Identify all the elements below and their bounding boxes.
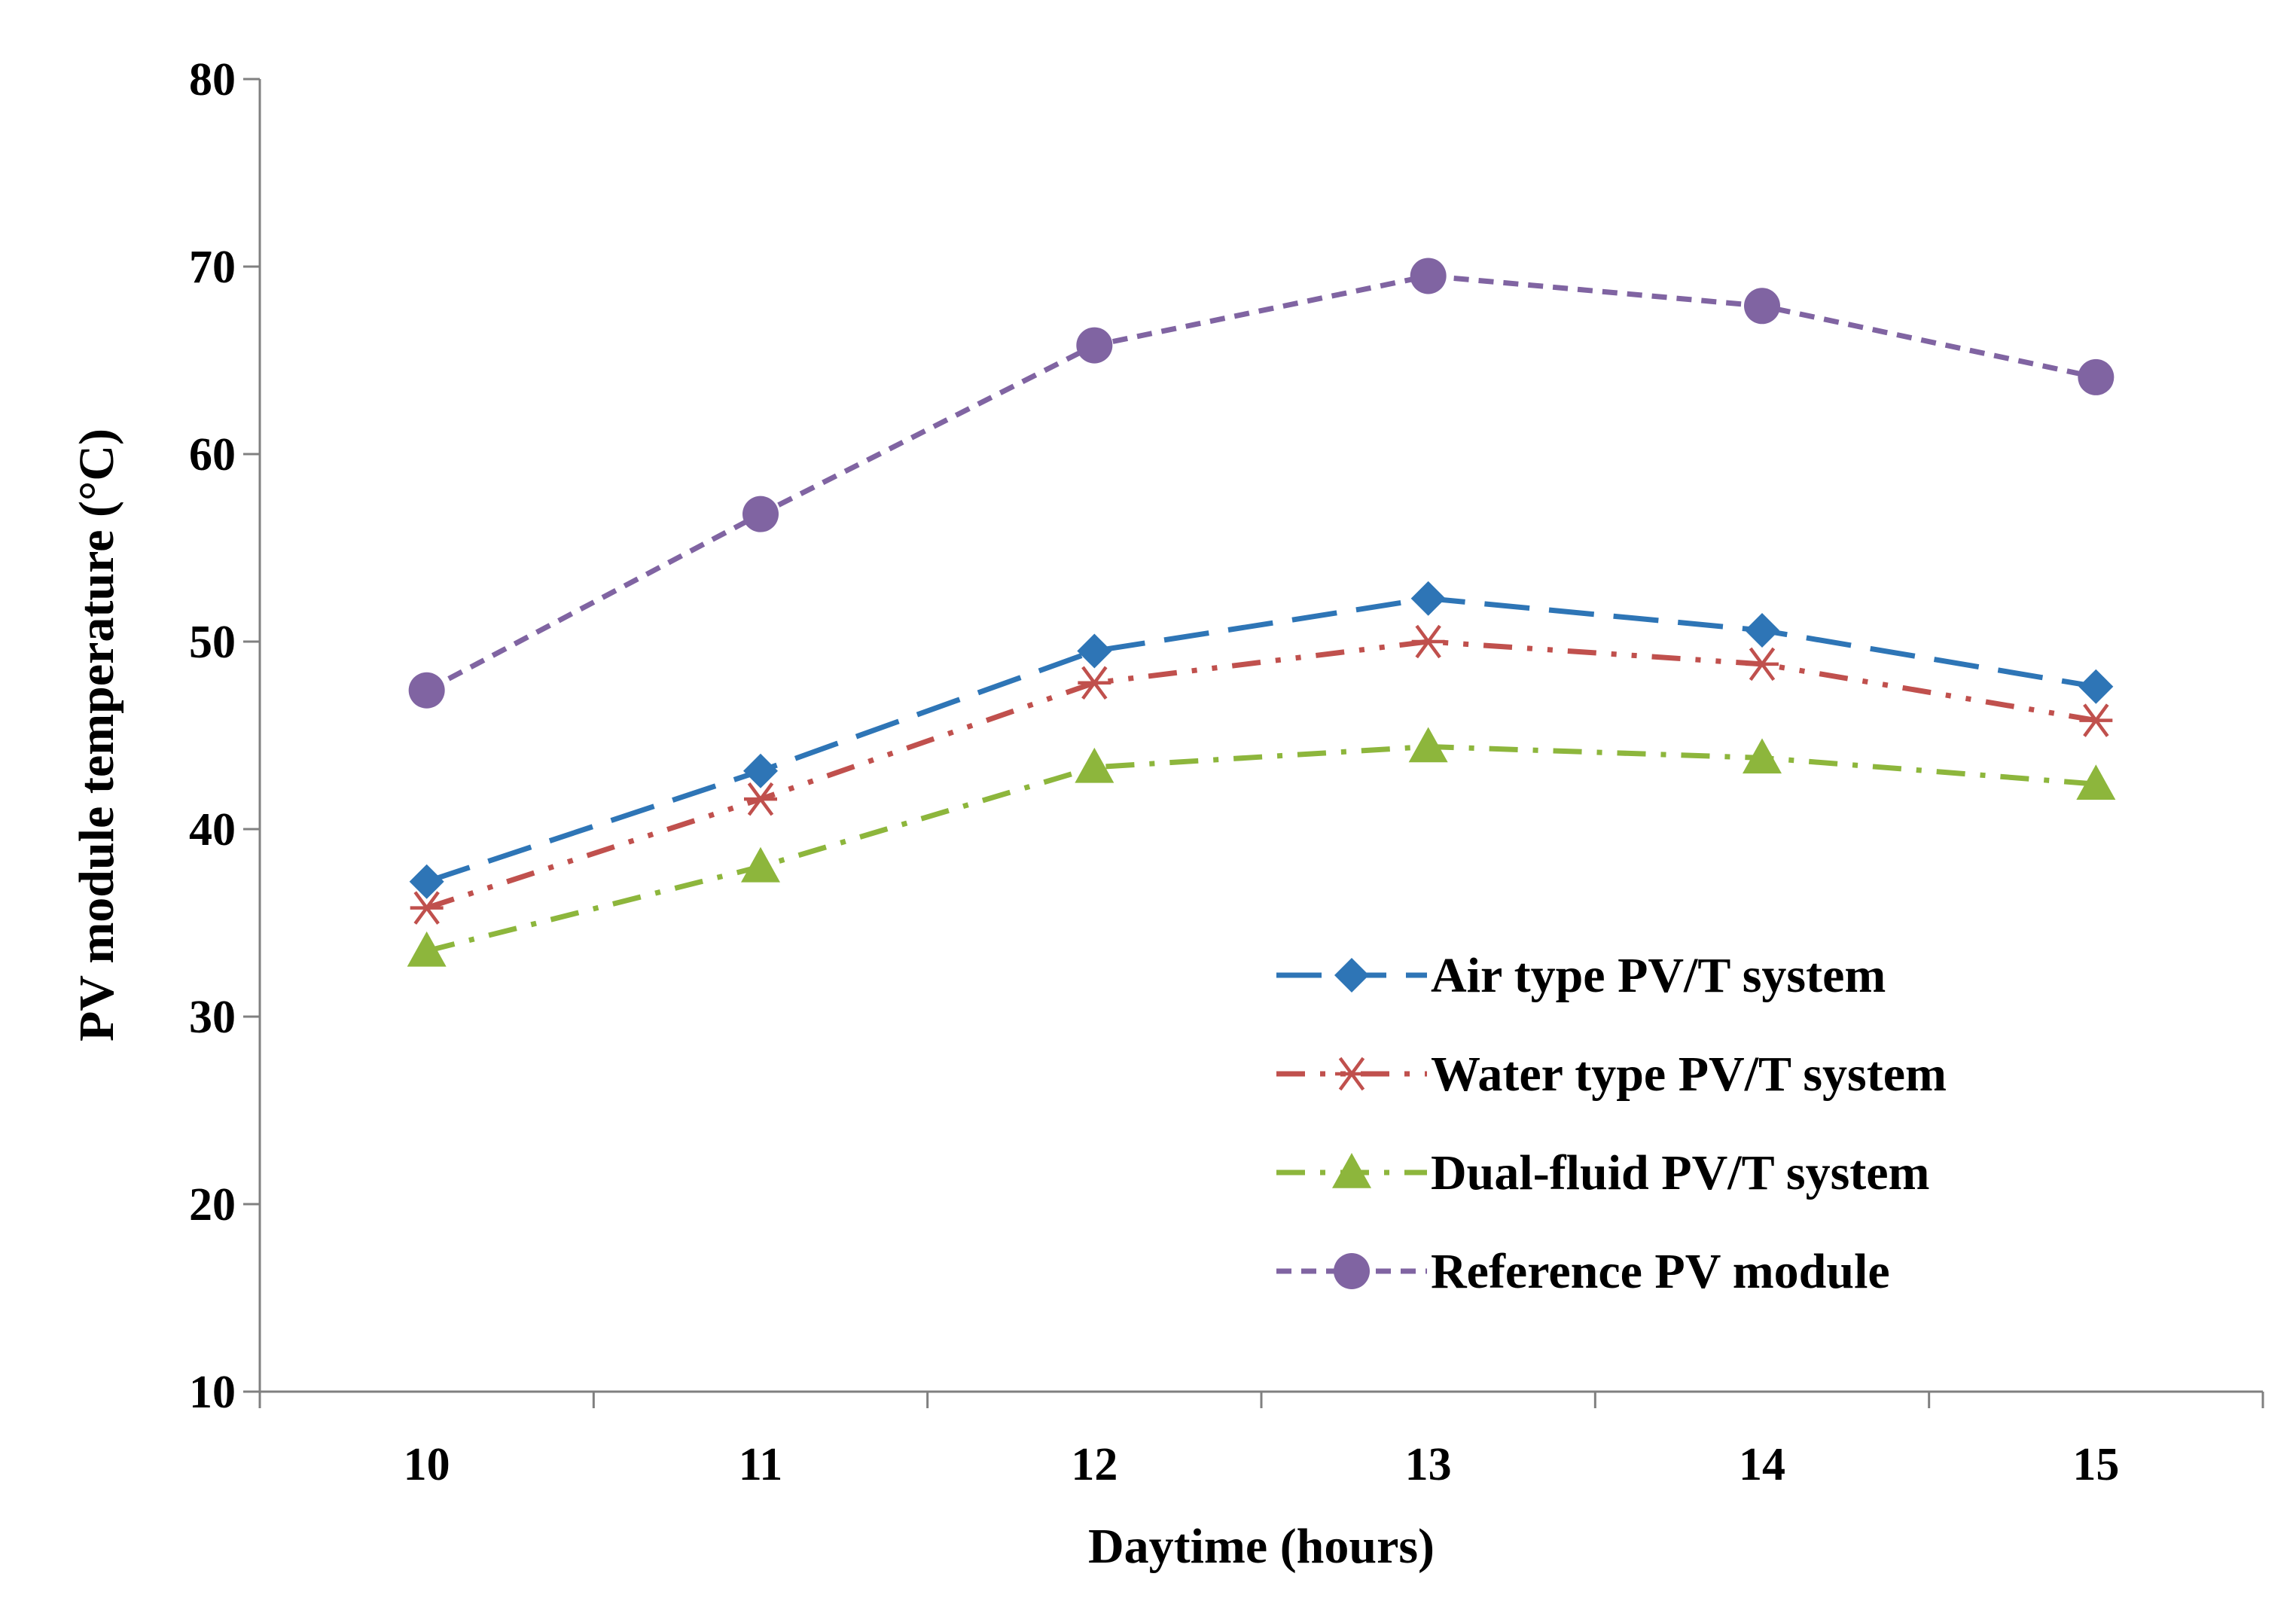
series-2 (410, 624, 2113, 925)
series-line (425, 596, 2096, 885)
legend-label: Air type PV/T system (1431, 948, 1886, 1003)
y-tick-label: 10 (189, 1367, 236, 1418)
data-point (1077, 633, 1112, 669)
legend-label: Water type PV/T system (1431, 1047, 1947, 1102)
data-point (2078, 669, 2114, 704)
y-axis-title: PV module temperature (°C) (69, 428, 124, 1041)
y-tick-label: 40 (189, 804, 236, 855)
legend: Air type PV/T system Water type PV/T syst… (1276, 948, 1947, 1299)
axes (258, 79, 2263, 1393)
x-tick-label: 10 (404, 1439, 450, 1490)
x-axis-title: Daytime (hours) (1088, 1519, 1435, 1574)
data-point (1408, 727, 1448, 763)
data-point (1745, 613, 1779, 648)
data-point (407, 931, 447, 967)
legend-label: Reference PV module (1431, 1244, 1890, 1299)
series-line (425, 743, 2096, 954)
data-point (408, 672, 445, 709)
y-tick-label: 80 (189, 54, 236, 105)
data-point (409, 864, 444, 899)
y-tick-label: 20 (189, 1179, 236, 1230)
x-tick-label: 14 (1739, 1439, 1785, 1490)
y-tick-label: 50 (189, 617, 236, 668)
data-point (1410, 258, 1447, 294)
y-tick-label: 70 (189, 242, 236, 293)
series (407, 258, 2116, 967)
x-tick-label: 13 (1405, 1439, 1452, 1490)
data-point (2076, 764, 2116, 800)
data-point (1746, 647, 1779, 682)
legend-item: Air type PV/T system (1276, 948, 1886, 1003)
x-tick-label: 12 (1071, 1439, 1118, 1490)
data-point (2079, 703, 2113, 737)
data-point (1410, 581, 1446, 616)
y-tick-label: 60 (189, 429, 236, 480)
series-3 (407, 727, 2116, 967)
data-point (743, 753, 778, 788)
data-point (1743, 738, 1782, 774)
data-point (742, 496, 779, 532)
legend-marker (1335, 1057, 1368, 1091)
y-tick-label: 30 (189, 992, 236, 1043)
legend-label: Dual-fluid PV/T system (1431, 1145, 1930, 1200)
data-point (1411, 624, 1445, 659)
data-point (744, 782, 777, 816)
legend-marker (1334, 1253, 1370, 1289)
legend-item: Water type PV/T system (1276, 1047, 1947, 1102)
legend-item: Reference PV module (1276, 1244, 1890, 1299)
legend-marker (1334, 958, 1369, 993)
x-tick-label: 11 (739, 1439, 783, 1490)
data-point (1076, 327, 1113, 364)
x-ticks: 10 11 12 13 14 15 (258, 1392, 2264, 1490)
data-point (2078, 358, 2115, 395)
series-4 (408, 258, 2115, 709)
legend-marker (1332, 1153, 1371, 1188)
data-point (410, 891, 444, 925)
x-tick-label: 15 (2072, 1439, 2119, 1490)
data-point (1075, 747, 1114, 783)
series-line (425, 639, 2096, 910)
data-point (1744, 288, 1780, 325)
legend-item: Dual-fluid PV/T system (1276, 1145, 1930, 1200)
series-1 (409, 581, 2114, 899)
y-ticks: 10 20 30 40 50 60 70 80 (189, 54, 260, 1418)
series-line (425, 273, 2097, 693)
data-point (741, 846, 780, 883)
data-point (1078, 666, 1111, 700)
